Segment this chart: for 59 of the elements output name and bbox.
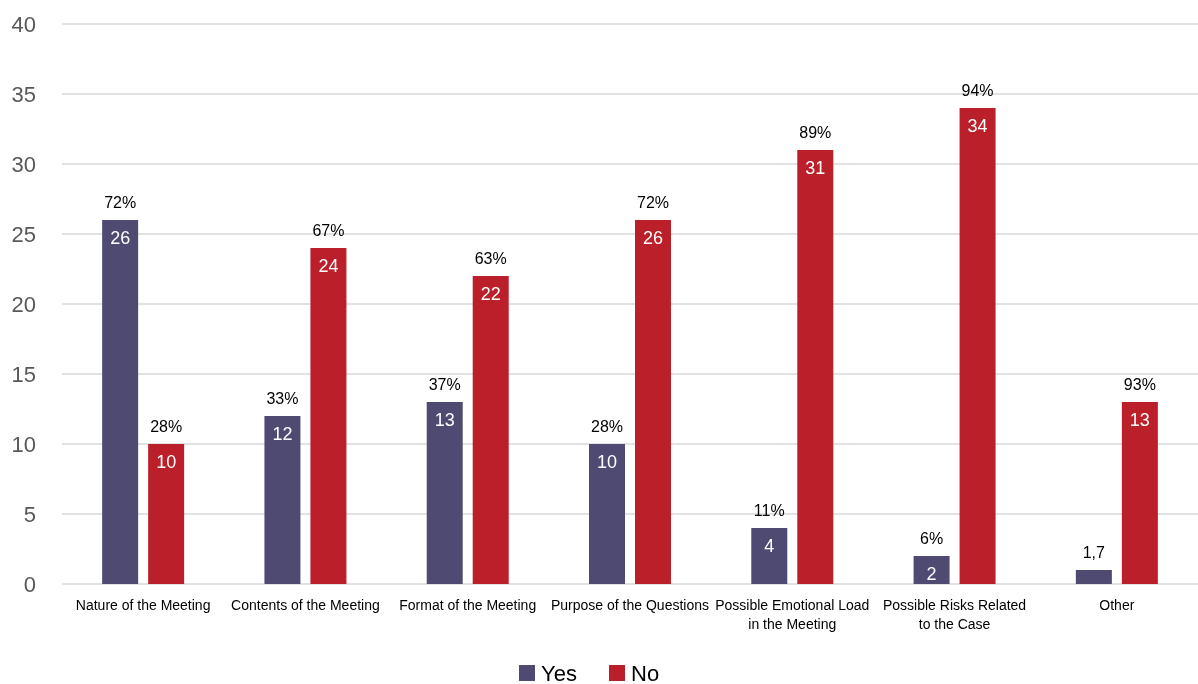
y-tick-label: 30 [11, 151, 36, 177]
annotation: 72% [104, 194, 137, 211]
legend-label: No [631, 660, 660, 684]
x-tick-label: Format of the Meeting [399, 597, 537, 613]
data-label: 4 [764, 536, 775, 556]
data-label: 22 [480, 284, 501, 304]
data-label: 24 [318, 256, 339, 276]
data-label: 2 [926, 564, 937, 584]
y-tick-label: 0 [23, 571, 36, 597]
y-tick-label: 5 [23, 501, 36, 527]
data-label: 13 [1129, 410, 1150, 430]
bar [102, 220, 139, 584]
x-tick-label: Other [1099, 597, 1135, 613]
bar [913, 556, 950, 584]
y-tick-label: 15 [11, 361, 36, 387]
bar [148, 444, 185, 584]
data-label: 12 [272, 424, 293, 444]
annotation: 67% [312, 222, 345, 239]
annotation: 93% [1123, 376, 1156, 393]
annotation: 33% [266, 390, 299, 407]
data-label: 13 [434, 410, 455, 430]
annotation: 6% [920, 530, 944, 547]
bar [635, 220, 671, 584]
bar [310, 248, 347, 584]
bar [1075, 570, 1112, 584]
legend-label: Yes [541, 660, 577, 684]
annotation: 89% [799, 124, 832, 141]
bar [589, 444, 625, 584]
annotation: 94% [961, 82, 994, 99]
data-label: 26 [110, 228, 131, 248]
bar [1121, 402, 1158, 584]
x-tick-label: Nature of the Meeting [75, 597, 211, 613]
annotation: 28% [590, 418, 624, 435]
bar [264, 416, 301, 584]
y-tick-label: 35 [11, 81, 36, 107]
annotation: 72% [636, 194, 670, 211]
x-tick-label: Purpose of the Questions [551, 597, 709, 613]
bar [426, 402, 463, 584]
y-tick-label: 25 [11, 221, 36, 247]
y-tick-label: 20 [11, 291, 36, 317]
bar [751, 528, 788, 584]
x-tick-label: Possible Risks Related to the Case [882, 597, 1027, 632]
annotation: 37% [428, 376, 461, 393]
y-tick-label: 40 [11, 11, 36, 37]
data-label: 10 [156, 452, 177, 472]
data-label: 34 [967, 116, 988, 136]
bar [797, 150, 834, 584]
bar [959, 108, 996, 584]
x-tick-label: Possible Emotional Load in the Meeting [715, 597, 870, 632]
annotation: 28% [150, 418, 183, 435]
annotation: 63% [474, 250, 507, 267]
data-label: 10 [596, 452, 618, 472]
annotation: 1,7 [1082, 544, 1106, 561]
annotation: 11% [753, 502, 785, 519]
bar [472, 276, 509, 584]
x-tick-label: Contents of the Meeting [231, 597, 380, 613]
data-label: 31 [805, 158, 826, 178]
y-tick-label: 10 [11, 431, 36, 457]
data-label: 26 [642, 228, 664, 248]
